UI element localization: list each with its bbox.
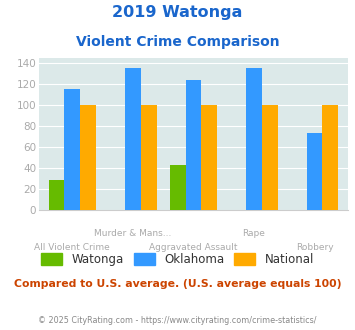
Text: 2019 Watonga: 2019 Watonga bbox=[112, 5, 243, 20]
Text: © 2025 CityRating.com - https://www.cityrating.com/crime-statistics/: © 2025 CityRating.com - https://www.city… bbox=[38, 316, 317, 325]
Bar bbox=[262, 105, 278, 210]
Bar bbox=[80, 105, 96, 210]
Bar bbox=[49, 180, 65, 210]
Bar bbox=[246, 68, 262, 210]
Bar bbox=[170, 165, 186, 210]
Text: Aggravated Assault: Aggravated Assault bbox=[149, 243, 238, 252]
Bar bbox=[125, 68, 141, 210]
Bar bbox=[322, 105, 338, 210]
Text: Rape: Rape bbox=[242, 229, 266, 238]
Text: Murder & Mans...: Murder & Mans... bbox=[94, 229, 171, 238]
Bar bbox=[65, 89, 80, 210]
Bar bbox=[201, 105, 217, 210]
Text: Robbery: Robbery bbox=[296, 243, 333, 252]
Bar bbox=[307, 133, 322, 210]
Text: Compared to U.S. average. (U.S. average equals 100): Compared to U.S. average. (U.S. average … bbox=[14, 279, 341, 289]
Bar bbox=[141, 105, 157, 210]
Text: Violent Crime Comparison: Violent Crime Comparison bbox=[76, 35, 279, 49]
Legend: Watonga, Oklahoma, National: Watonga, Oklahoma, National bbox=[37, 248, 318, 271]
Text: All Violent Crime: All Violent Crime bbox=[34, 243, 110, 252]
Bar bbox=[186, 80, 201, 210]
